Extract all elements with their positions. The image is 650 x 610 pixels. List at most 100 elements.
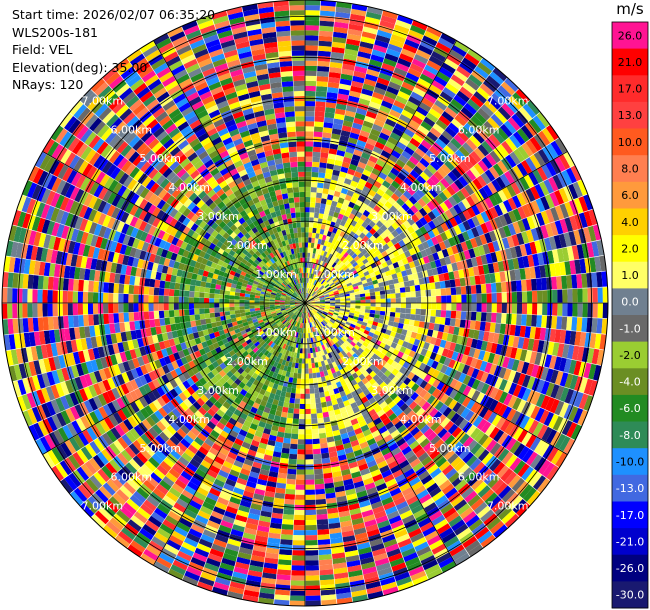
ppi-gate <box>561 316 568 330</box>
ppi-gate <box>563 151 575 168</box>
ppi-gate <box>355 249 362 256</box>
ppi-gate <box>480 57 496 72</box>
ppi-gate <box>521 279 527 292</box>
ppi-gate <box>394 24 410 35</box>
ppi-gate <box>493 191 503 204</box>
ppi-gate <box>305 176 312 182</box>
ppi-gate <box>305 156 313 162</box>
ppi-gate <box>399 194 409 203</box>
ppi-gate <box>292 423 299 430</box>
ppi-gate <box>460 286 467 295</box>
ppi-gate <box>305 424 312 430</box>
ppi-gate <box>529 136 542 152</box>
ppi-gate <box>312 263 316 269</box>
ppi-gate <box>315 91 327 97</box>
ppi-gate <box>299 403 305 410</box>
ppi-gate <box>366 255 373 262</box>
ppi-gate <box>450 182 460 193</box>
ppi-gate <box>492 67 508 82</box>
ppi-gate <box>317 265 322 271</box>
ppi-gate <box>320 0 336 7</box>
ppi-gate <box>424 283 431 291</box>
ppi-gate <box>365 306 371 310</box>
ppi-gate <box>368 133 379 142</box>
ppi-gate <box>360 36 375 45</box>
ppi-gate <box>298 358 303 364</box>
ppi-gate <box>482 184 493 197</box>
ppi-gate <box>495 282 502 293</box>
ppi-gate <box>491 303 497 313</box>
ppi-gate <box>330 221 336 228</box>
ppi-gate <box>387 136 399 146</box>
ppi-gate <box>415 188 425 198</box>
ppi-gate <box>433 170 444 182</box>
ppi-gate <box>323 183 330 190</box>
ppi-gate <box>298 434 305 440</box>
ppi-gate <box>391 180 401 189</box>
ppi-gate <box>341 68 354 76</box>
ppi-gate <box>416 106 429 117</box>
ppi-gate <box>344 194 352 202</box>
ppi-gate <box>397 172 407 182</box>
ppi-gate <box>305 519 317 526</box>
ppi-gate <box>311 413 318 419</box>
ppi-gate <box>305 171 312 177</box>
ppi-gate <box>325 270 331 276</box>
ppi-gate <box>335 229 342 236</box>
ppi-gate <box>317 417 324 424</box>
ppi-gate <box>472 131 485 144</box>
ppi-gate <box>322 132 332 139</box>
ppi-gate <box>516 303 523 314</box>
ppi-gate <box>319 564 333 571</box>
ppi-gate <box>411 222 420 232</box>
ppi-gate <box>315 275 319 281</box>
ppi-gate <box>307 252 311 258</box>
ppi-gate <box>366 68 380 78</box>
ppi-gate <box>305 90 316 97</box>
ppi-gate <box>312 279 316 285</box>
ppi-gate <box>393 67 408 77</box>
ppi-gate <box>330 51 344 59</box>
ppi-gate <box>445 82 459 95</box>
ppi-gate <box>341 125 352 133</box>
ppi-gate <box>314 287 319 292</box>
ppi-gate <box>457 201 467 212</box>
ppi-gate <box>486 293 492 303</box>
ppi-gate <box>321 406 329 413</box>
ppi-gate <box>400 303 407 309</box>
ppi-gate <box>403 164 413 174</box>
ppi-gate <box>511 313 517 325</box>
ppi-gate <box>308 296 313 300</box>
ppi-gate <box>450 287 457 295</box>
ppi-gate <box>379 184 388 193</box>
ppi-gate <box>314 253 318 260</box>
ppi-gate <box>420 40 436 51</box>
ppi-gate <box>386 86 399 96</box>
ppi-gate <box>308 368 313 374</box>
ppi-gate <box>497 160 508 174</box>
ppi-gate <box>376 29 392 39</box>
ppi-gate <box>321 193 328 200</box>
ppi-gate <box>556 316 563 330</box>
ppi-gate <box>465 78 480 91</box>
ppi-gate <box>384 53 399 63</box>
ppi-gate <box>305 25 319 31</box>
ppi-gate <box>442 87 456 99</box>
ppi-gate <box>459 61 474 74</box>
ppi-gate <box>513 131 526 146</box>
ppi-gate <box>282 514 294 520</box>
ppi-gate <box>346 38 361 46</box>
ppi-gate <box>355 300 361 303</box>
ppi-gate <box>324 204 331 211</box>
ppi-gate <box>359 93 372 102</box>
ppi-gate <box>454 318 461 328</box>
ppi-gate <box>307 257 310 263</box>
ppi-gate <box>542 303 548 316</box>
ppi-gate <box>470 150 482 163</box>
ppi-gate <box>311 362 316 369</box>
ppi-gate <box>295 393 301 399</box>
ppi-gate <box>305 267 307 273</box>
ppi-gate <box>305 434 313 440</box>
ppi-gate <box>300 388 305 394</box>
ppi-gate <box>465 169 477 181</box>
